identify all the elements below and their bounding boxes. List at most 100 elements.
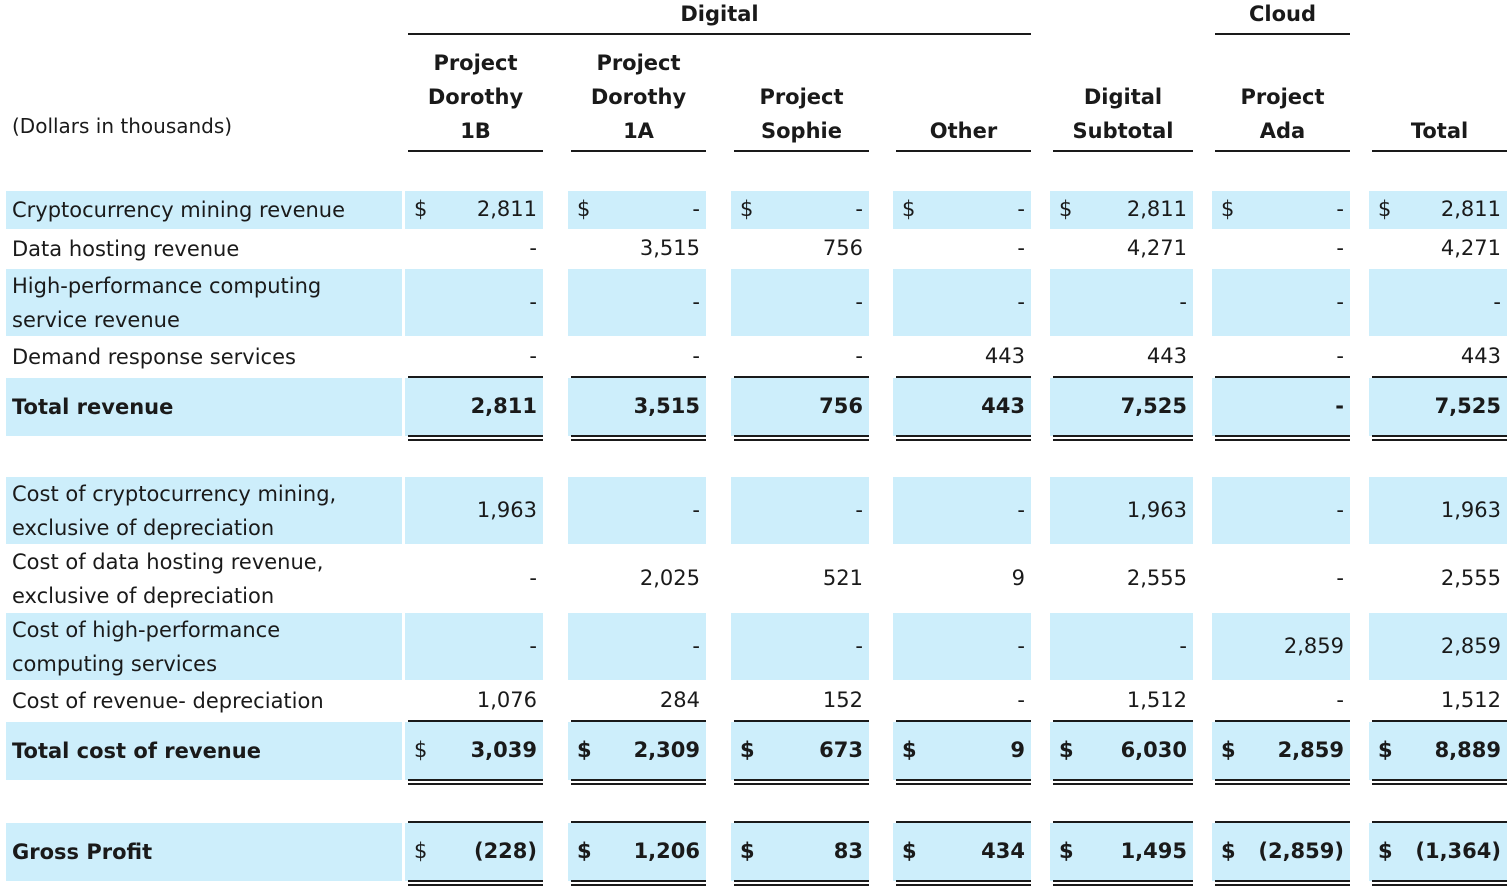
currency-symbol: $ bbox=[1059, 738, 1074, 762]
row-band bbox=[568, 823, 706, 881]
currency-symbol: $ bbox=[740, 738, 755, 762]
row-label: Cryptocurrency mining revenue bbox=[12, 193, 345, 227]
cell-value: 7,525 bbox=[1434, 394, 1501, 418]
row-band bbox=[893, 477, 1031, 544]
cell-value: - bbox=[1179, 289, 1187, 314]
column-header-line: Dorothy bbox=[427, 85, 524, 109]
currency-symbol: $ bbox=[1221, 197, 1235, 221]
double-underline bbox=[1053, 779, 1193, 785]
row-label: Cost of revenue- depreciation bbox=[12, 684, 324, 718]
total-top-rule bbox=[1053, 821, 1193, 823]
group-header-0: Digital bbox=[680, 2, 759, 26]
cell-value: 2,309 bbox=[633, 738, 700, 762]
column-header-line: 1A bbox=[623, 119, 654, 143]
total-top-rule bbox=[734, 821, 869, 823]
column-header-line: Project bbox=[759, 85, 844, 109]
cell-value: - bbox=[529, 565, 537, 590]
column-underline-1 bbox=[571, 150, 706, 152]
double-underline bbox=[1372, 435, 1507, 441]
cell-value: 443 bbox=[984, 344, 1025, 368]
row-label: Cost of data hosting revenue, exclusive o… bbox=[12, 545, 323, 613]
column-underline-2 bbox=[734, 150, 869, 152]
cell-value: 2,859 bbox=[1440, 633, 1501, 658]
cell-value: - bbox=[1336, 197, 1344, 221]
row-band bbox=[1050, 613, 1193, 680]
cell-value: (1,364) bbox=[1415, 839, 1501, 863]
double-underline bbox=[408, 435, 543, 441]
cell-value: - bbox=[855, 633, 863, 658]
cell-value: 2,811 bbox=[470, 394, 537, 418]
currency-symbol: $ bbox=[414, 738, 428, 762]
subtotal-rule bbox=[896, 720, 1031, 722]
row-band bbox=[893, 191, 1031, 229]
cell-value: - bbox=[1336, 688, 1344, 712]
row-band bbox=[568, 378, 706, 436]
row-band bbox=[1050, 823, 1193, 881]
cell-value: - bbox=[1335, 394, 1344, 418]
row-label-line: Data hosting revenue bbox=[12, 237, 240, 261]
cell-value: 443 bbox=[1460, 344, 1501, 368]
cell-value: 6,030 bbox=[1120, 738, 1187, 762]
row-label-line: exclusive of depreciation bbox=[12, 583, 275, 608]
row-band bbox=[405, 613, 543, 680]
currency-symbol: $ bbox=[414, 197, 428, 221]
cell-value: 434 bbox=[981, 839, 1025, 863]
row-label-line: Total cost of revenue bbox=[12, 739, 261, 763]
cell-value: - bbox=[1336, 344, 1344, 368]
cell-value: - bbox=[855, 344, 863, 368]
cell-value: 1,495 bbox=[1120, 839, 1187, 863]
row-band bbox=[731, 477, 869, 544]
column-header-line: Project bbox=[1240, 85, 1325, 109]
cell-value: 2,811 bbox=[476, 197, 537, 221]
total-top-rule bbox=[1215, 821, 1350, 823]
column-header-line: 1B bbox=[460, 119, 491, 143]
column-header-line: Ada bbox=[1259, 119, 1306, 143]
currency-symbol: $ bbox=[902, 197, 916, 221]
currency-symbol: $ bbox=[577, 738, 592, 762]
subtotal-rule bbox=[408, 376, 543, 378]
cell-value: 7,525 bbox=[1120, 394, 1187, 418]
double-underline bbox=[1372, 880, 1507, 886]
row-label: Cost of high-performance computing servic… bbox=[12, 613, 280, 681]
currency-symbol: $ bbox=[740, 197, 754, 221]
row-band bbox=[568, 722, 706, 780]
subtotal-rule bbox=[1215, 376, 1350, 378]
double-underline bbox=[896, 435, 1031, 441]
cell-value: 3,515 bbox=[639, 236, 700, 260]
row-label-line: Cost of high-performance bbox=[12, 617, 281, 642]
column-header-line: Other bbox=[929, 119, 998, 143]
cell-value: 443 bbox=[981, 394, 1025, 418]
cell-value: 2,859 bbox=[1283, 633, 1344, 658]
row-label-line: computing services bbox=[12, 651, 218, 676]
cell-value: - bbox=[692, 497, 700, 522]
currency-symbol: $ bbox=[1378, 197, 1392, 221]
row-band bbox=[1050, 378, 1193, 436]
cell-value: 1,963 bbox=[476, 497, 537, 522]
cell-value: 8,889 bbox=[1434, 738, 1501, 762]
subtotal-rule bbox=[734, 720, 869, 722]
double-underline bbox=[571, 880, 706, 886]
row-label-line: Cryptocurrency mining revenue bbox=[12, 198, 346, 222]
row-band bbox=[1369, 378, 1507, 436]
row-band bbox=[1369, 722, 1507, 780]
column-header-4: Digital Subtotal bbox=[1053, 80, 1193, 148]
column-header-line: Digital bbox=[1083, 85, 1163, 109]
cell-value: - bbox=[692, 289, 700, 314]
column-underline-5 bbox=[1215, 150, 1350, 152]
cell-value: 152 bbox=[822, 688, 863, 712]
row-band bbox=[405, 477, 543, 544]
row-band bbox=[1050, 269, 1193, 336]
column-header-1: Project Dorothy 1A bbox=[571, 46, 706, 148]
subtotal-rule bbox=[571, 376, 706, 378]
cell-value: - bbox=[1017, 289, 1025, 314]
double-underline bbox=[1372, 779, 1507, 785]
row-label-line: Cost of revenue- depreciation bbox=[12, 689, 324, 713]
column-header-3: Other bbox=[896, 114, 1031, 148]
cell-value: 83 bbox=[833, 839, 863, 863]
row-band bbox=[731, 191, 869, 229]
row-label: Total revenue bbox=[12, 390, 173, 424]
row-label-line: Demand response services bbox=[12, 345, 296, 369]
row-band bbox=[893, 613, 1031, 680]
row-label-line: Total revenue bbox=[12, 395, 174, 419]
double-underline bbox=[408, 779, 543, 785]
